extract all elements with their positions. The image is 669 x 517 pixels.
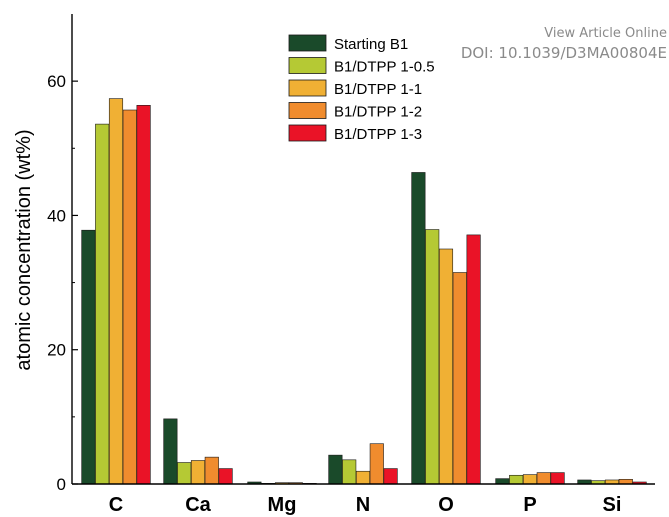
bar-c-series-3 (108, 98, 124, 485)
bar-c-series-2 (95, 123, 110, 485)
bar-p-series-1 (495, 478, 510, 485)
y-ticks-layer: 0 20 40 60 (47, 72, 78, 494)
y-axis-title: atomic concentration (wt%) (13, 129, 35, 370)
bar-si-series-4 (618, 478, 633, 485)
legend-label-3: B1/DTPP 1-1 (334, 81, 422, 98)
bar-p-series-3 (522, 474, 538, 485)
bar-o-series-1 (411, 172, 426, 485)
bar-n-series-1 (328, 454, 343, 485)
bar-ca-series-1 (163, 418, 178, 485)
legend-label-4: B1/DTPP 1-2 (334, 104, 422, 121)
bar-ca-series-4 (204, 456, 219, 485)
y-tick-label: 60 (47, 72, 66, 91)
bar-n-series-5 (383, 468, 398, 485)
x-tick-label-n: N (356, 494, 370, 516)
x-tick-label-p: P (523, 494, 536, 516)
y-tick-label: 0 (57, 475, 66, 494)
legend-swatch-2 (288, 57, 327, 74)
bar-p-series-2 (509, 474, 524, 485)
bar-o-series-4 (452, 272, 467, 485)
x-tick-label-si: Si (603, 494, 622, 516)
bar-n-series-3 (355, 470, 371, 485)
bar-p-series-5 (550, 472, 565, 485)
bar-p-series-4 (536, 472, 551, 485)
bar-c-series-1 (81, 229, 96, 485)
bar-o-series-5 (466, 234, 481, 485)
x-ticks-layer: C Ca Mg N O P Si (109, 494, 622, 516)
y-tick-label: 40 (47, 206, 66, 225)
bars-layer (81, 98, 647, 485)
y-tick-label: 20 (47, 341, 66, 360)
bar-n-series-4 (369, 443, 384, 485)
bar-o-series-3 (438, 248, 454, 485)
bar-o-series-2 (425, 229, 440, 485)
x-tick-label-c: C (109, 494, 123, 516)
legend: Starting B1 B1/DTPP 1-0.5 B1/DTPP 1-1 B1/DT… (288, 34, 435, 143)
legend-swatch-5 (288, 124, 327, 142)
legend-label-5: B1/DTPP 1-3 (334, 126, 422, 143)
x-tick-label-ca: Ca (185, 494, 211, 516)
bar-ca-series-5 (218, 468, 233, 485)
y-axis-title-group: atomic concentration (wt%) (13, 129, 35, 370)
bar-ca-series-3 (190, 460, 206, 485)
x-tick-label-o: O (438, 494, 454, 516)
view-article-online-watermark: View Article Online (544, 26, 667, 41)
bar-n-series-2 (342, 459, 357, 485)
axes-layer (71, 14, 655, 485)
bar-c-series-5 (136, 105, 151, 485)
bar-c-series-4 (122, 109, 137, 485)
legend-label-1: Starting B1 (334, 36, 408, 53)
legend-label-2: B1/DTPP 1-0.5 (334, 59, 435, 76)
x-tick-label-mg: Mg (268, 494, 297, 516)
bar-ca-series-2 (177, 462, 192, 485)
legend-swatch-3 (288, 79, 327, 97)
legend-swatch-4 (288, 102, 327, 119)
legend-swatch-1 (288, 34, 327, 52)
doi-watermark: DOI: 10.1039/D3MA00804E (460, 44, 667, 62)
